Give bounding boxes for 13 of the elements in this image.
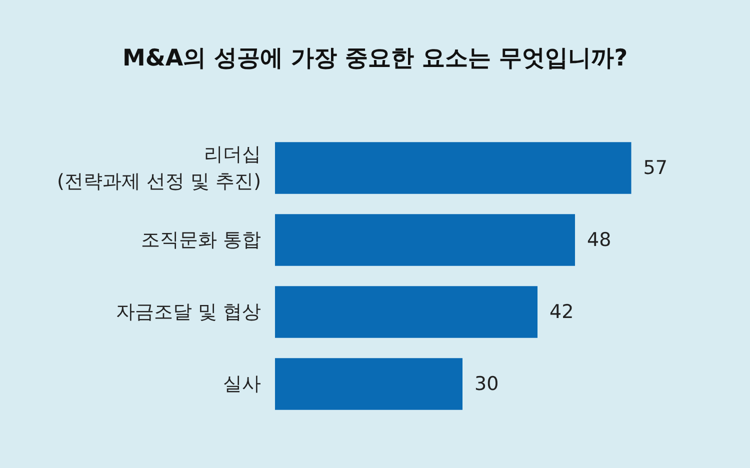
y-tick-label: 리더십 (전략과제 선정 및 추진) <box>57 144 261 192</box>
bar <box>275 142 632 194</box>
data-label: 48 <box>587 229 612 251</box>
bar <box>275 286 538 338</box>
data-label: 42 <box>550 301 574 323</box>
bar <box>275 214 575 266</box>
y-tick-label: 실사 <box>223 373 261 395</box>
bar <box>275 358 462 410</box>
chart-title: M&A의 성공에 가장 중요한 요소는 무엇입니까? <box>122 46 628 72</box>
y-tick-label: 조직문화 통합 <box>140 229 261 251</box>
data-label: 30 <box>474 373 499 395</box>
data-label: 57 <box>643 157 668 179</box>
y-tick-label: 자금조달 및 협상 <box>116 301 261 323</box>
